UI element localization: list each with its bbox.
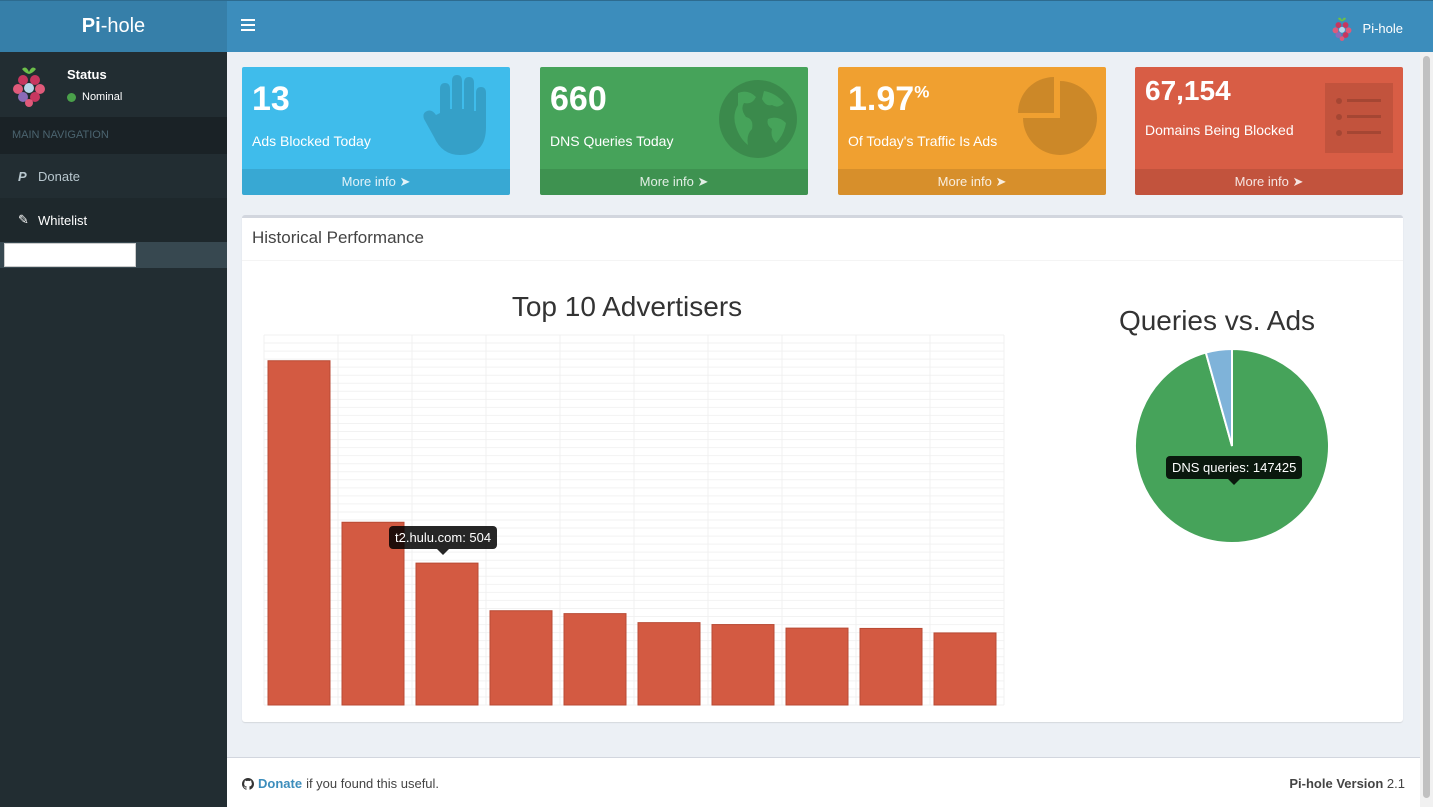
footer-version: Pi-hole Version 2.1 [1289,776,1405,791]
globe-icon [719,80,797,158]
queries-vs-ads-pie-chart [1134,347,1330,544]
raspberry-pi-icon [13,67,45,107]
stat-box-ads-blocked: 13 Ads Blocked Today More info ➤ [242,67,510,195]
bar-9[interactable] [859,627,923,706]
user-name: Pi-hole [1362,20,1403,36]
historical-performance-panel: Historical Performance Top 10 Advertiser… [242,215,1403,722]
stat-label: Of Today's Traffic Is Ads [848,133,998,149]
status-dot-icon [67,92,76,102]
stat-value: 13 [252,80,290,118]
search-input[interactable] [4,243,136,267]
panel-title: Historical Performance [242,218,1403,261]
more-info-link[interactable]: More info ➤ [540,169,808,195]
stat-value: 660 [550,80,607,118]
nav-header: MAIN NAVIGATION [0,117,227,154]
page-footer: Donate if you found this useful. Pi-hole… [227,757,1420,807]
sidebar-search [0,242,227,268]
bar-5[interactable] [563,613,627,706]
pie-tooltip: DNS queries: 147425 [1166,456,1303,485]
version-label: Pi-hole Version [1289,776,1384,791]
status-value: Nominal [82,91,123,103]
more-info-link[interactable]: More info ➤ [242,169,510,195]
page-scrollbar[interactable] [1420,52,1433,807]
bar-1[interactable] [267,360,331,706]
version-value: 2.1 [1386,776,1405,791]
logo-rest: -hole [100,15,146,37]
stat-label: DNS Queries Today [550,133,674,149]
pie-slice-ads[interactable] [1204,347,1233,447]
stat-box-dns-queries: 660 DNS Queries Today More info ➤ [540,67,808,195]
sidebar-item-label: Donate [38,168,80,184]
user-panel: Status Nominal [0,52,227,117]
bar-chart-title: Top 10 Advertisers [511,291,743,322]
bar-3[interactable] [415,562,479,706]
github-icon [242,777,254,790]
sidebar-item-donate[interactable]: P Donate [0,154,227,198]
app-logo[interactable]: Pi -hole [0,0,227,52]
stat-box-traffic-percent: 1.97% Of Today's Traffic Is Ads More inf… [838,67,1106,195]
logo-bold: Pi [81,15,101,37]
bar-7[interactable] [711,624,775,706]
stat-value: 67,154 [1145,75,1231,106]
top-navbar: Pi-hole [227,0,1433,52]
stat-label: Domains Being Blocked [1145,122,1294,138]
sidebar-toggle-icon[interactable] [241,19,255,31]
more-info-link[interactable]: More info ➤ [1135,169,1403,195]
more-info-link[interactable]: More info ➤ [838,169,1106,195]
sidebar: Pi -hole Status Nominal MAIN NAVIGATION P… [0,0,227,807]
bar-4[interactable] [489,610,553,706]
pie-chart-title: Queries vs. Ads [1118,305,1316,336]
sidebar-item-label: Whitelist [38,212,88,228]
footer-donate-text: Donate if you found this useful. [242,776,439,791]
bar-6[interactable] [637,622,701,706]
scrollbar-thumb[interactable] [1423,56,1430,798]
bar-8[interactable] [785,627,849,706]
paypal-icon: P [18,168,27,184]
footer-donate-rest: if you found this useful. [306,776,440,791]
user-menu[interactable]: Pi-hole [1331,15,1403,41]
status-title: Status [67,67,107,82]
sidebar-item-whitelist[interactable]: ✎ Whitelist [0,198,227,242]
stat-label: Ads Blocked Today [252,133,371,149]
edit-icon: ✎ [18,212,29,227]
bar-2[interactable] [341,521,405,706]
list-icon [1325,83,1393,153]
footer-donate-link[interactable]: Donate [258,776,303,791]
raspberry-pi-icon [1332,17,1351,41]
hand-icon [423,75,486,155]
top-advertisers-bar-chart [263,334,1005,706]
stat-unit: % [914,82,930,102]
stat-value: 1.97% [848,80,930,118]
status-line: Nominal [67,91,122,103]
bar-tooltip: t2.hulu.com: 504 [389,526,498,555]
pie-chart-icon [1018,77,1097,155]
bar-10[interactable] [933,632,997,706]
stat-box-domains-blocked: 67,154 Domains Being Blocked More info ➤ [1135,67,1403,195]
